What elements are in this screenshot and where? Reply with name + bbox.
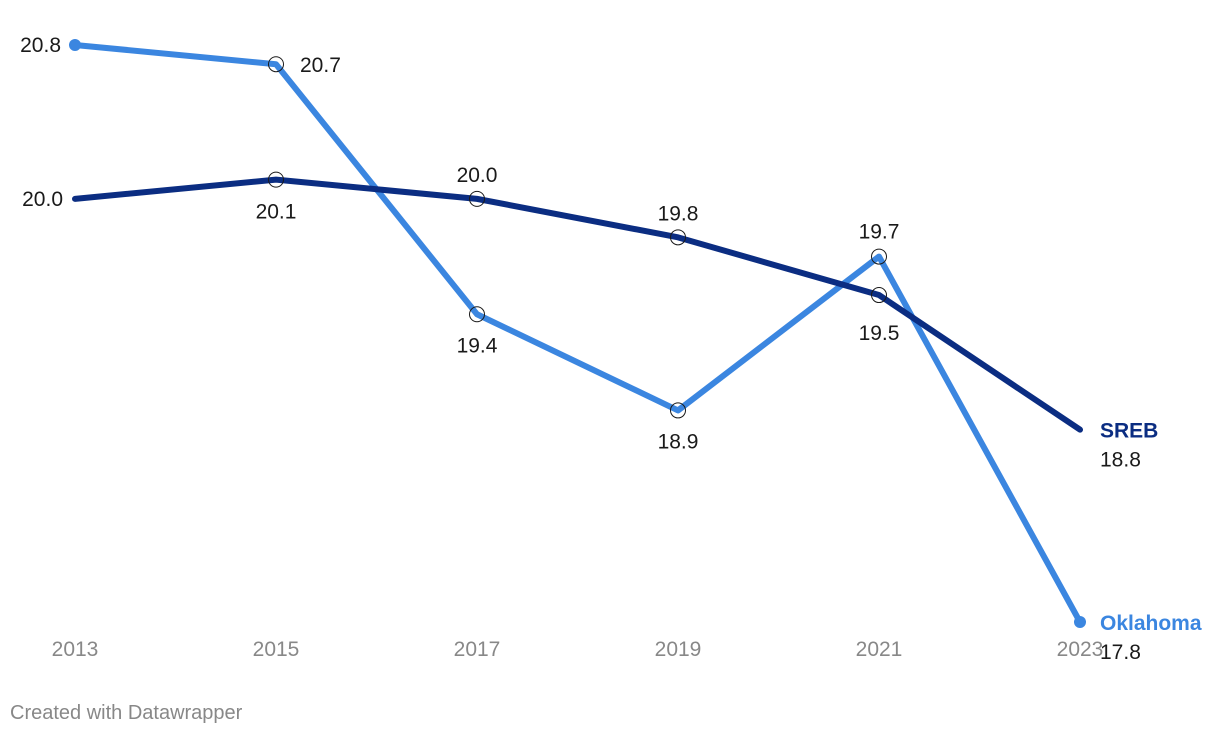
point-marker-sreb (871, 287, 887, 304)
line-chart: 2013 2015 2017 2019 2021 2023 20.8 20.7 19.4 18.9… (20, 34, 1202, 664)
data-label-oklahoma: 19.4 (457, 334, 498, 357)
credit-text: Created with Datawrapper (10, 702, 243, 724)
point-marker-oklahoma (871, 248, 887, 265)
data-label-sreb: 20.1 (256, 201, 297, 224)
data-label-sreb: 19.5 (859, 322, 900, 345)
data-label-oklahoma: 18.9 (658, 430, 699, 453)
point-marker-oklahoma (670, 402, 686, 419)
data-label-sreb-end: 18.8 (1100, 449, 1141, 472)
series-endpoint-oklahoma (69, 39, 81, 51)
data-label-oklahoma: 20.8 (20, 34, 61, 57)
point-marker-sreb (670, 229, 686, 246)
data-label-oklahoma: 19.7 (859, 221, 900, 244)
data-label-sreb: 19.8 (658, 202, 699, 225)
point-marker-oklahoma (469, 306, 485, 323)
data-label-sreb: 20.0 (457, 164, 498, 187)
x-tick-label: 2013 (52, 638, 99, 661)
point-marker-oklahoma (268, 56, 284, 73)
data-label-sreb: 20.0 (22, 188, 63, 211)
x-tick-label: 2021 (856, 638, 903, 661)
x-tick-label: 2023 (1057, 638, 1104, 661)
series-endpoint-oklahoma (1074, 616, 1086, 628)
data-label-oklahoma-end: 17.8 (1100, 641, 1141, 664)
series-label-oklahoma: Oklahoma (1100, 612, 1202, 635)
data-label-oklahoma: 20.7 (300, 54, 341, 77)
point-marker-sreb (268, 171, 284, 188)
x-tick-label: 2017 (454, 638, 501, 661)
series-label-sreb: SREB (1100, 420, 1158, 443)
x-tick-label: 2015 (253, 638, 300, 661)
x-tick-label: 2019 (655, 638, 702, 661)
point-marker-sreb (469, 190, 485, 207)
series-line-sreb (72, 176, 1083, 433)
series-line-oklahoma (72, 42, 1083, 625)
